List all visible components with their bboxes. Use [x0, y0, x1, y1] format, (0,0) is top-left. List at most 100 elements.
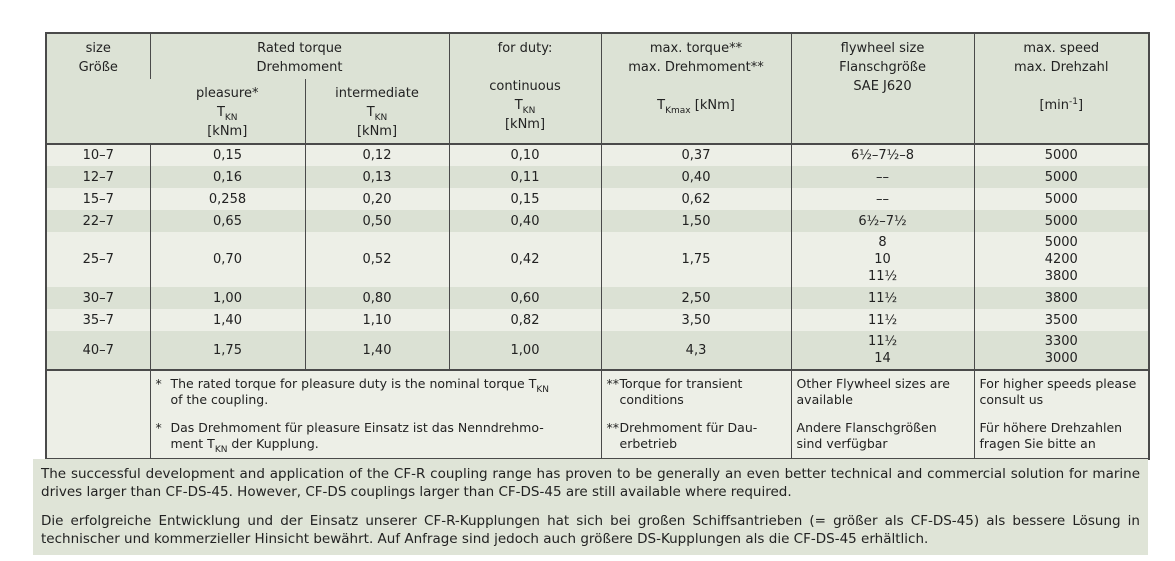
notes-block: The successful development and applicati…	[33, 459, 1148, 555]
cell-pleasure-torque: 1,00	[149, 287, 305, 309]
cell-intermediate-torque: 1,40	[304, 331, 450, 370]
table-row: 40–7 1,75 1,40 1,00 4,3 11½ 14 3300 3000	[46, 331, 1150, 370]
cell-intermediate-torque: 1,10	[304, 309, 450, 331]
table-footnotes: * The rated torque for pleasure duty is …	[46, 369, 1150, 459]
cell-max-speed: 3500	[973, 309, 1150, 331]
cell-pleasure-torque: 0,65	[149, 210, 305, 232]
footnote-flywheel-cell: Other Flywheel sizes are available Andere…	[790, 369, 975, 459]
table-row: 22–7 0,65 0,50 0,40 1,50 6½–7½ 5000	[46, 210, 1150, 232]
header-cell-flywheel-size: flywheel size Flanschgröße SAE J620	[790, 33, 975, 144]
footnote-flywheel-en: Other Flywheel sizes are available	[796, 376, 950, 407]
cell-pleasure-torque: 0,70	[149, 232, 305, 287]
cell-continuous-torque: 0,15	[448, 188, 602, 210]
cell-max-torque: 0,40	[600, 166, 792, 188]
footnote-text: Das Drehmoment für pleasure Einsatz ist …	[170, 420, 544, 455]
cell-max-torque: 4,3	[600, 331, 792, 370]
footnote-star-en: * The rated torque for pleasure duty is …	[156, 376, 596, 408]
footnote-max-torque-cell: ** Torque for transient conditions ** Dre…	[600, 369, 792, 459]
header-row-sub: pleasure* TKN [kNm] intermediate TKN [kNm]	[46, 79, 1149, 144]
cell-continuous-torque: 0,42	[448, 232, 602, 287]
cell-flywheel-size: 6½–7½	[790, 210, 975, 232]
table-row: 12–7 0,16 0,13 0,11 0,40 –– 5000	[46, 166, 1150, 188]
cell-continuous-torque: 0,40	[448, 210, 602, 232]
table-row: 35–7 1,40 1,10 0,82 3,50 11½ 3500	[46, 309, 1150, 331]
cell-max-speed: 5000	[973, 210, 1150, 232]
cell-continuous-torque: 1,00	[448, 331, 602, 370]
table-row: 30–7 1,00 0,80 0,60 2,50 11½ 3800	[46, 287, 1150, 309]
footnote-speed-en: For higher speeds please consult us	[979, 376, 1137, 407]
header-cell-pleasure: pleasure* TKN [kNm]	[150, 79, 305, 144]
cell-size: 40–7	[82, 342, 114, 358]
asterisk-marker: *	[155, 376, 162, 391]
table-row: 25–7 0,70 0,52 0,42 1,75 8 10 11½ 5000 4200…	[46, 232, 1150, 287]
double-asterisk-marker: **	[606, 420, 620, 435]
asterisk-marker: *	[155, 420, 162, 435]
footnote-text: Drehmoment für Dau-erbetrieb	[619, 420, 758, 451]
table-body: 10–7 0,15 0,12 0,10 0,37 6½–7½–8 5000 12…	[46, 143, 1150, 370]
footnote-speed-cell: For higher speeds please consult us Für h…	[973, 369, 1150, 459]
cell-max-torque: 0,62	[600, 188, 792, 210]
footnote-star-de: * Das Drehmoment für pleasure Einsatz is…	[155, 420, 596, 455]
cell-max-speed: 5000	[973, 188, 1150, 210]
cell-intermediate-torque: 0,20	[304, 188, 450, 210]
cell-flywheel-size: 11½	[790, 287, 975, 309]
cell-max-speed: 5000 4200 3800	[973, 232, 1150, 287]
cell-max-torque: 1,50	[600, 210, 792, 232]
cell-pleasure-torque: 0,258	[149, 188, 305, 210]
footnote-flywheel-de: Andere Flanschgrößen sind verfügbar	[796, 420, 937, 451]
cell-intermediate-torque: 0,50	[304, 210, 450, 232]
footnote-text: The rated torque for pleasure duty is th…	[170, 376, 549, 407]
footnote-doublestar-en: ** Torque for transient conditions	[607, 376, 786, 408]
cell-continuous-torque: 0,10	[448, 143, 602, 166]
cell-flywheel-size: 6½–7½–8	[790, 143, 975, 166]
double-asterisk-marker: **	[606, 376, 620, 391]
cell-pleasure-torque: 1,40	[149, 309, 305, 331]
footnote-rated-torque-cell: * The rated torque for pleasure duty is …	[149, 369, 602, 459]
header-row-top: size Größe Rated torque Drehmoment for dut…	[46, 33, 1150, 144]
cell-size: 25–7	[82, 252, 114, 267]
cell-pleasure-torque: 0,16	[149, 166, 305, 188]
cell-flywheel-size: 11½ 14	[790, 331, 975, 370]
cell-intermediate-torque: 0,13	[304, 166, 450, 188]
header-cell-max-torque: max. torque** max. Drehmoment** TKmax [kNm…	[600, 33, 792, 144]
cell-size: 30–7	[82, 290, 114, 306]
cell-max-torque: 3,50	[600, 309, 792, 331]
cell-size: 22–7	[82, 213, 114, 229]
cell-continuous-torque: 0,60	[448, 287, 602, 309]
table-row: 15–7 0,258 0,20 0,15 0,62 –– 5000	[46, 188, 1150, 210]
footnote-doublestar-de: ** Drehmoment für Dau-erbetrieb	[607, 420, 786, 452]
cell-pleasure-torque: 0,15	[149, 143, 305, 166]
cell-intermediate-torque: 0,80	[304, 287, 450, 309]
cell-flywheel-size: 11½	[790, 309, 975, 331]
cell-flywheel-size: 8 10 11½	[790, 232, 975, 287]
cell-max-speed: 5000	[973, 143, 1150, 166]
cell-continuous-torque: 0,82	[448, 309, 602, 331]
header-cell-rated-torque: Rated torque Drehmoment	[149, 33, 450, 79]
footnote-row: * The rated torque for pleasure duty is …	[46, 369, 1150, 459]
note-paragraph-de: Die erfolgreiche Entwicklung und der Ein…	[41, 513, 1140, 547]
coupling-spec-table: size Größe Rated torque Drehmoment for dut…	[45, 32, 1151, 460]
cell-size: 10–7	[46, 143, 150, 166]
note-paragraph-en: The successful development and applicati…	[41, 466, 1140, 500]
cell-max-speed: 5000	[973, 166, 1150, 188]
cell-intermediate-torque: 0,52	[304, 232, 450, 287]
table-header: size Größe Rated torque Drehmoment for dut…	[46, 33, 1150, 144]
cell-max-torque: 0,37	[600, 143, 792, 166]
footnote-text: Torque for transient conditions	[619, 376, 743, 407]
cell-size: 35–7	[82, 312, 114, 328]
footnote-speed-de: Für höhere Drehzahlen fragen Sie bitte an	[979, 420, 1123, 451]
cell-max-speed: 3300 3000	[973, 331, 1150, 370]
table-row: 10–7 0,15 0,12 0,10 0,37 6½–7½–8 5000	[46, 143, 1150, 166]
footnote-empty-cell	[46, 369, 150, 459]
cell-flywheel-size: ––	[790, 188, 975, 210]
header-cell-max-speed: max. speed max. Drehzahl [min-1]	[973, 33, 1150, 144]
cell-max-torque: 2,50	[600, 287, 792, 309]
header-cell-intermediate: intermediate TKN [kNm]	[304, 79, 450, 144]
cell-intermediate-torque: 0,12	[304, 143, 450, 166]
cell-max-speed: 3800	[973, 287, 1150, 309]
cell-continuous-torque: 0,11	[448, 166, 602, 188]
cell-flywheel-size: ––	[790, 166, 975, 188]
cell-max-torque: 1,75	[600, 232, 792, 287]
header-cell-duty-continuous: for duty: continuous TKN [kNm]	[448, 33, 602, 144]
